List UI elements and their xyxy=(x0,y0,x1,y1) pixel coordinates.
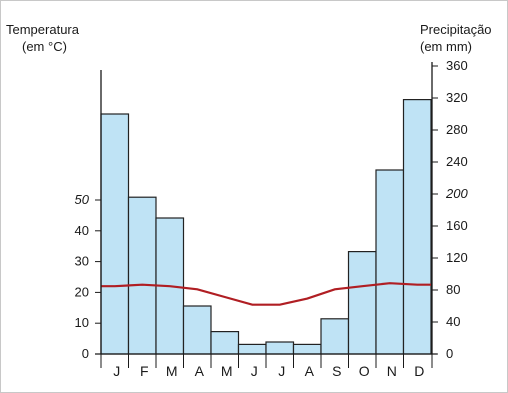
precipitation-bars xyxy=(101,100,431,354)
left-axis-title-line1: Temperatura xyxy=(6,22,80,37)
month-label: J xyxy=(113,363,120,379)
right-tick-label: 120 xyxy=(446,250,468,265)
right-tick-label: 40 xyxy=(446,314,460,329)
month-label: S xyxy=(332,363,341,379)
right-tick-label: 160 xyxy=(446,218,468,233)
left-tick-label: 40 xyxy=(75,223,89,238)
month-label: A xyxy=(195,363,205,379)
month-label: A xyxy=(305,363,315,379)
month-label: M xyxy=(166,363,178,379)
left-tick-label: 50 xyxy=(75,192,90,207)
month-label: J xyxy=(251,363,258,379)
month-label: N xyxy=(387,363,397,379)
precip-bar-6 xyxy=(239,344,267,354)
left-tick-label: 0 xyxy=(82,346,89,361)
precip-bar-2 xyxy=(129,197,157,354)
precip-bar-9 xyxy=(321,319,349,354)
precip-bar-10 xyxy=(349,252,377,354)
month-label: F xyxy=(140,363,149,379)
precip-bar-5 xyxy=(211,332,239,354)
right-tick-label: 200 xyxy=(445,186,468,201)
precip-bar-8 xyxy=(294,344,322,354)
precip-bar-7 xyxy=(266,342,294,354)
right-tick-label: 360 xyxy=(446,58,468,73)
right-tick-label: 280 xyxy=(446,122,468,137)
month-label: O xyxy=(359,363,370,379)
right-tick-label: 320 xyxy=(446,90,468,105)
precip-bar-4 xyxy=(184,306,212,354)
right-axis-title-line1: Precipitação xyxy=(420,22,492,37)
precip-bar-11 xyxy=(376,170,404,354)
right-tick-label: 0 xyxy=(446,346,453,361)
left-axis-title-line2: (em °C) xyxy=(22,39,67,54)
precip-bar-1 xyxy=(101,114,129,354)
axis-labels: Temperatura (em °C) Precipitação (em mm) xyxy=(6,22,492,54)
left-tick-label: 30 xyxy=(75,254,89,269)
left-tick-label: 10 xyxy=(75,315,89,330)
right-tick-label: 80 xyxy=(446,282,460,297)
month-label: J xyxy=(278,363,285,379)
left-tick-label: 20 xyxy=(75,284,89,299)
right-axis-title-line2: (em mm) xyxy=(420,39,472,54)
precip-bar-12 xyxy=(404,100,432,354)
month-label: D xyxy=(414,363,424,379)
right-tick-label: 240 xyxy=(446,154,468,169)
month-label: M xyxy=(221,363,233,379)
